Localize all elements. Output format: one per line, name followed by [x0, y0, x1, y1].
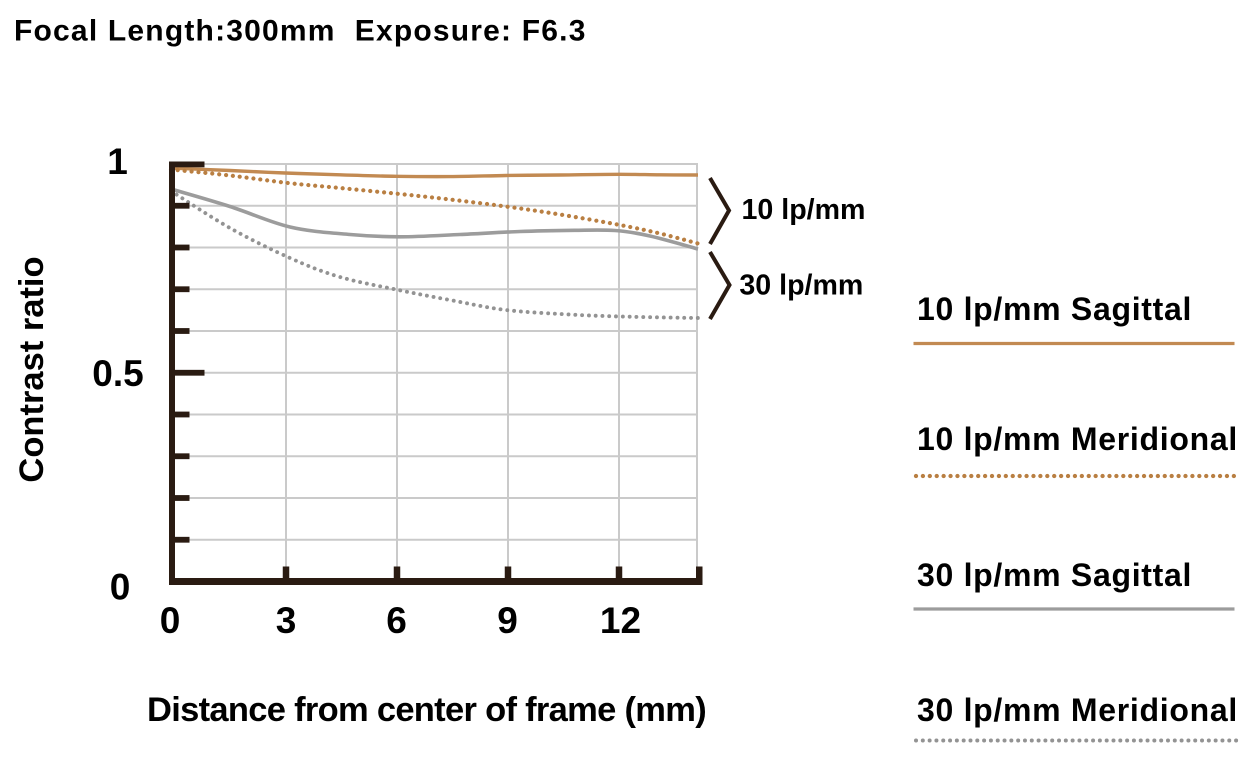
svg-text:1: 1 [107, 141, 128, 182]
svg-text:12: 12 [600, 600, 641, 641]
svg-text:Distance from center of frame: Distance from center of frame (mm) [147, 691, 706, 729]
svg-text:30 lp/mm: 30 lp/mm [739, 270, 863, 302]
svg-text:9: 9 [497, 600, 518, 641]
svg-text:Contrast ratio: Contrast ratio [13, 256, 51, 482]
svg-text:6: 6 [386, 600, 407, 641]
svg-text:3: 3 [276, 600, 297, 641]
svg-text:0.5: 0.5 [92, 353, 143, 394]
svg-text:10 lp/mm: 10 lp/mm [742, 194, 866, 226]
svg-text:Focal Length:300mm Exposure:: Focal Length:300mm Exposure: F6.3 [14, 15, 587, 48]
svg-text:10 lp/mm Meridional: 10 lp/mm Meridional [917, 421, 1238, 457]
svg-text:10 lp/mm Sagittal: 10 lp/mm Sagittal [917, 291, 1192, 327]
svg-text:30 lp/mm Sagittal: 30 lp/mm Sagittal [917, 557, 1192, 593]
svg-text:0: 0 [110, 567, 131, 608]
svg-text:30 lp/mm Meridional: 30 lp/mm Meridional [917, 692, 1238, 728]
svg-text:0: 0 [160, 600, 181, 641]
